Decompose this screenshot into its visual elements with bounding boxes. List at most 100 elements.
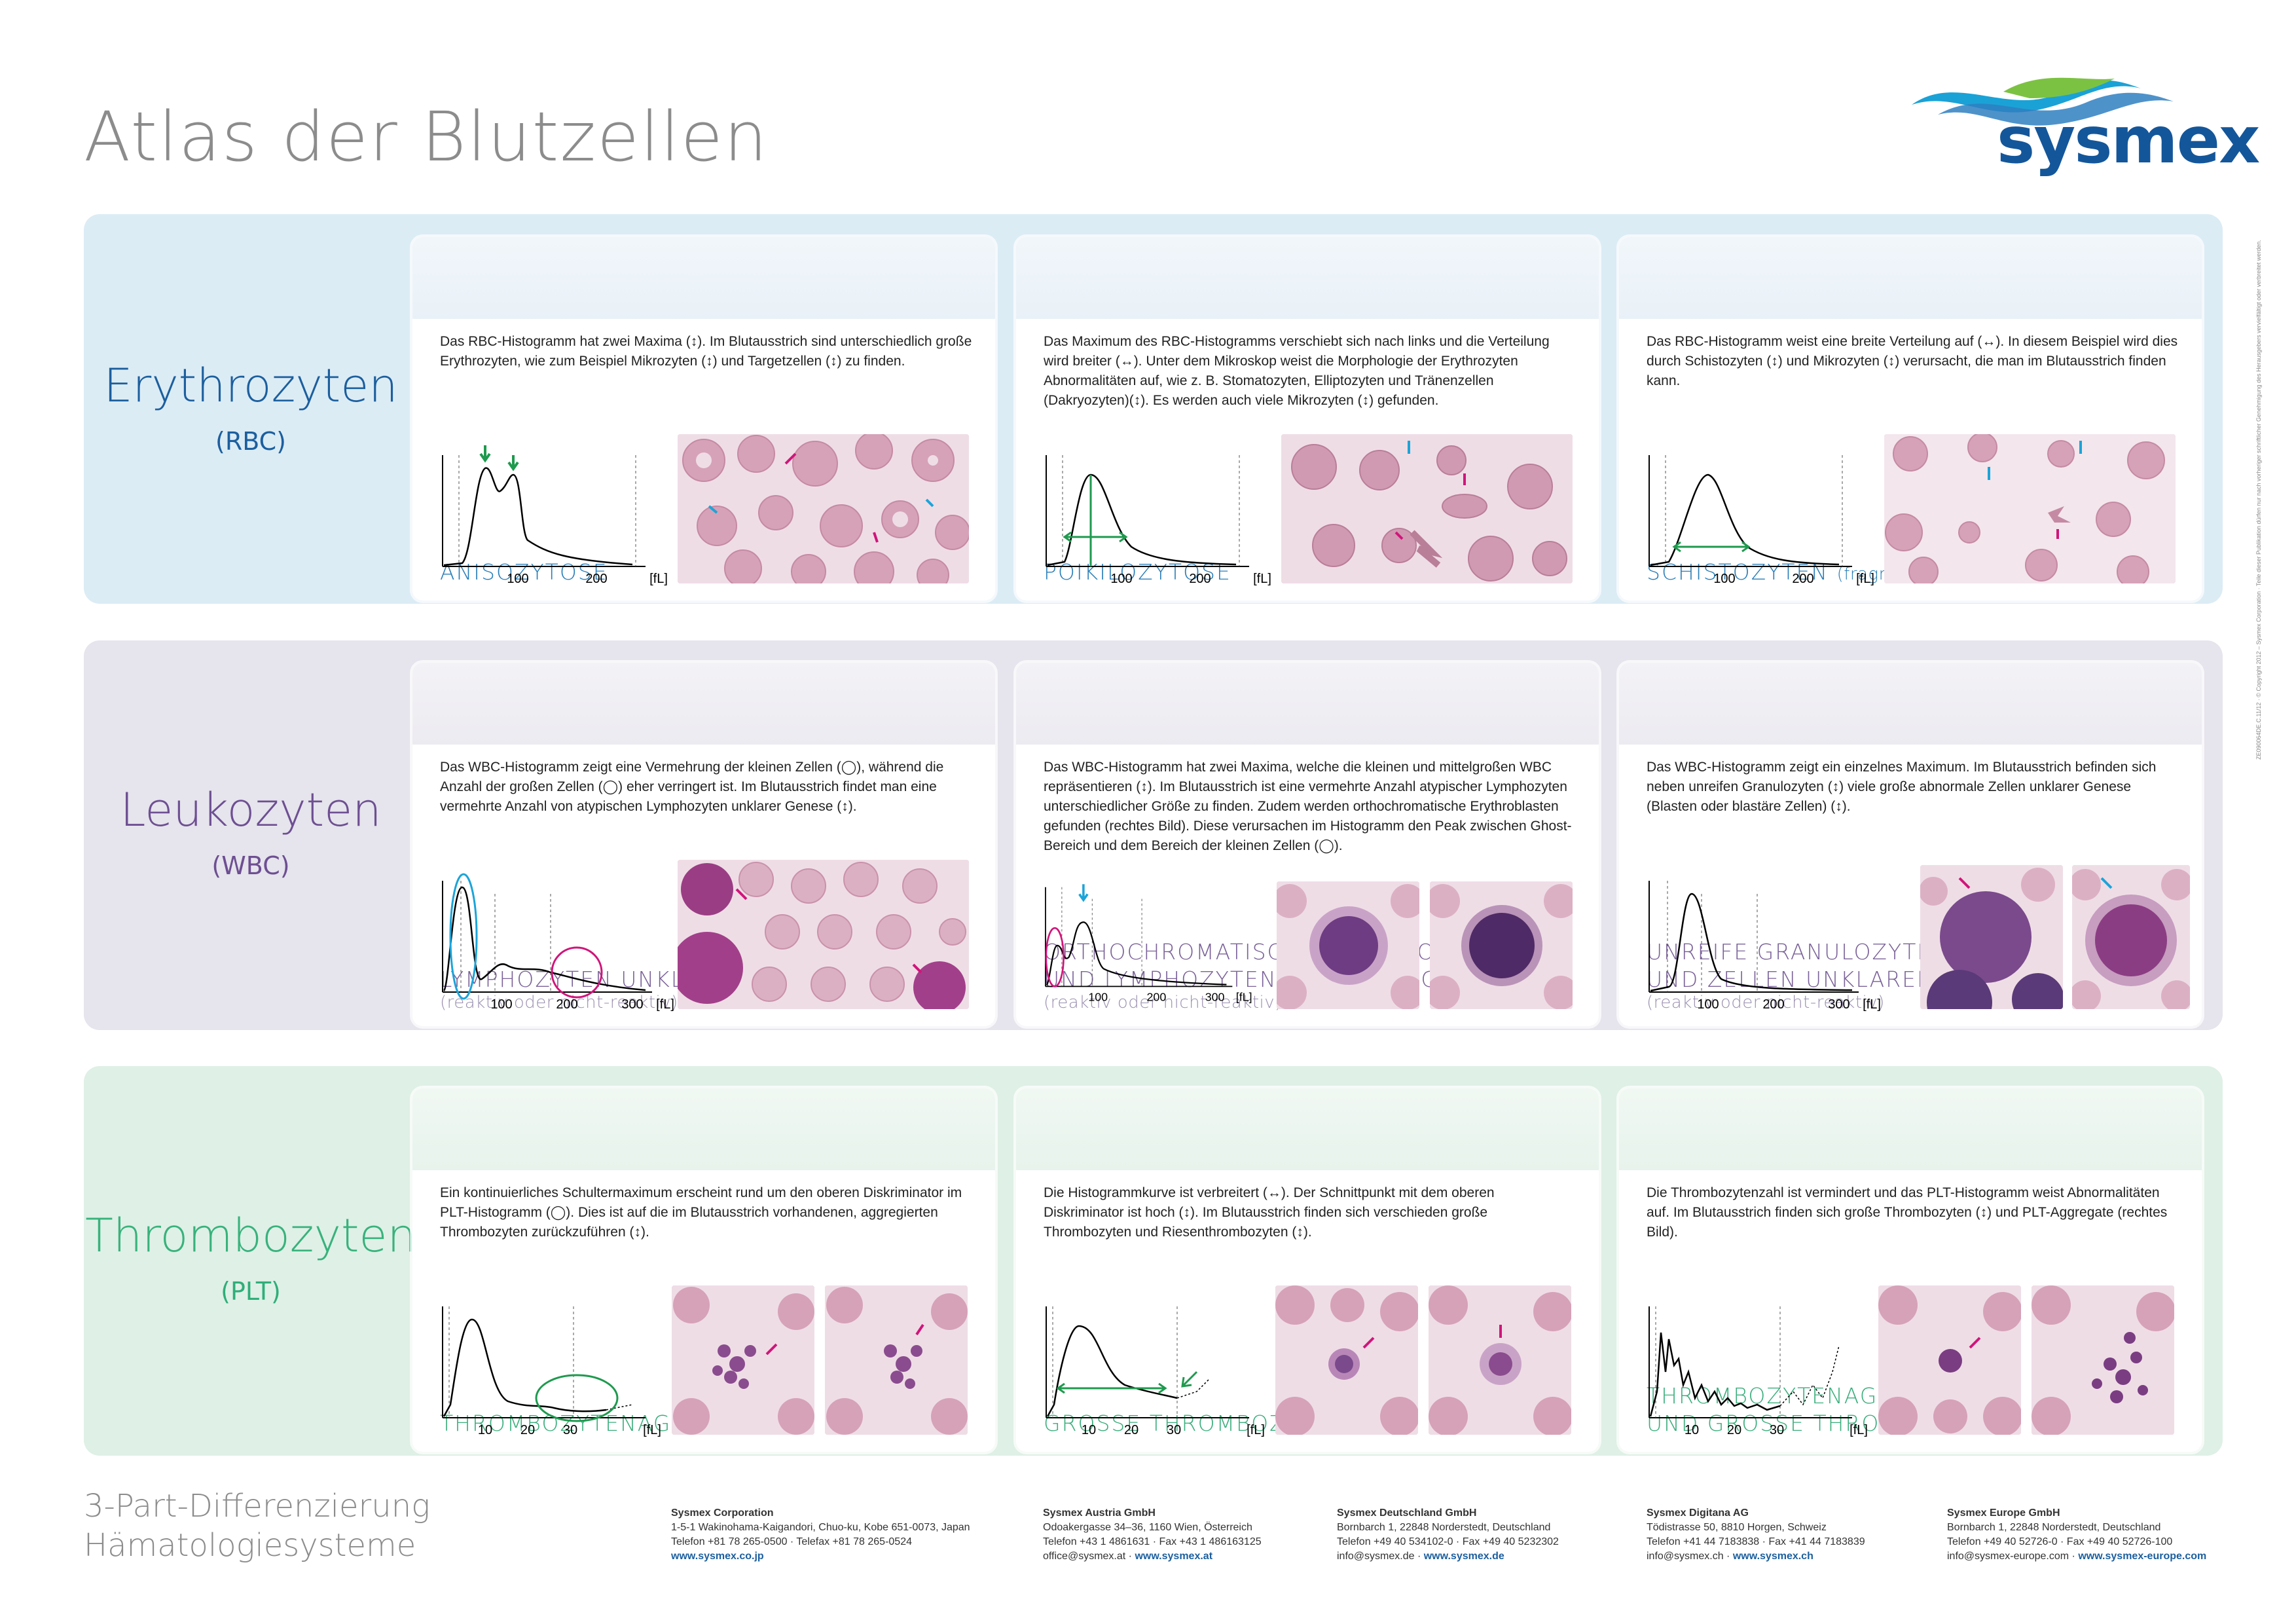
- card-subtitle: (reaktiv oder nicht-reaktiv): [440, 993, 678, 1012]
- website-link[interactable]: www.sysmex-europe.com: [2078, 1551, 2207, 1562]
- plt-histogram: 10 20 30 [fL]: [1643, 1293, 1885, 1437]
- card-subtitle: (reaktiv oder nicht-reaktiv): [1647, 993, 1885, 1012]
- tick-label: 20: [520, 1423, 535, 1437]
- category-plt: Thrombozyten (PLT): [84, 1209, 418, 1306]
- wbc-histogram: 100 200 300 [fL]: [436, 868, 678, 1012]
- footer-title-line: Hämatologiesysteme: [84, 1527, 416, 1564]
- tick-label: [fL]: [1236, 991, 1252, 1004]
- rbc-histogram: 100 200 [fL]: [1643, 442, 1885, 586]
- tick-label: [fL]: [1247, 1423, 1265, 1437]
- rbc-histogram: 100 200 [fL]: [1040, 442, 1282, 586]
- page-title: Atlas der Blutzellen: [84, 97, 769, 177]
- tick-label: 200: [1189, 572, 1211, 586]
- category-name: Thrombozyten: [85, 1209, 416, 1263]
- tick-label: [fL]: [643, 1423, 661, 1437]
- blood-smear-image-left: [1275, 1285, 1418, 1435]
- address-block: Sysmex Austria GmbH Odoakergasse 34–36, …: [1043, 1506, 1262, 1564]
- website-link[interactable]: www.sysmex.de: [1423, 1551, 1504, 1562]
- rbc-histogram: 100 200 [fL]: [436, 442, 678, 586]
- card-text: Das WBC-Histogramm zeigt ein einzelnes M…: [1647, 760, 2157, 814]
- card-thrombozytenaggregation: THROMBOZYTENAGGREGATION Ein kontinuierli…: [412, 1088, 995, 1452]
- card-grosse-thrombozyten: GROSSE THROMBOZYTEN Die Histogrammkurve …: [1016, 1088, 1599, 1452]
- card-title-line: UNREIFE GRANULOZYTEN: [1647, 939, 1950, 965]
- tick-label: 10: [1082, 1423, 1096, 1437]
- tick-label: 100: [1088, 991, 1108, 1004]
- tick-label: 200: [1792, 572, 1813, 586]
- blood-smear-image-right: [1430, 881, 1573, 1009]
- address-block: Sysmex Deutschland GmbH Bornbarch 1, 228…: [1337, 1506, 1559, 1564]
- card-text: Das WBC-Histogramm zeigt eine Vermehrung…: [440, 760, 944, 814]
- category-rbc: Erythrozyten (RBC): [84, 359, 418, 456]
- email-text: info@sysmex-europe.com ·: [1947, 1551, 2079, 1562]
- card-title: ANISOZYTOSE: [440, 559, 608, 585]
- card-lymphozyten: LYMPHOZYTEN UNKLARER GENESE (reaktiv oder…: [412, 663, 995, 1026]
- company-name: Sysmex Europe GmbH: [1947, 1507, 2060, 1519]
- category-wbc: Leukozyten (WBC): [84, 783, 418, 880]
- wbc-histogram: 100 200 300 [fL]: [1643, 868, 1885, 1012]
- plt-histogram: 10 20 30 [fL]: [1040, 1293, 1282, 1437]
- tick-label: 200: [556, 997, 577, 1012]
- blood-smear-image: [1281, 434, 1573, 583]
- website-link[interactable]: www.sysmex.co.jp: [671, 1551, 764, 1562]
- category-name: Leukozyten: [120, 783, 382, 837]
- address-line: Telefon +81 78 265-0500 · Telefax +81 78…: [671, 1536, 912, 1547]
- sysmex-logo: [1912, 77, 2174, 126]
- footer-title-line: 3-Part-Differenzierung: [84, 1488, 430, 1524]
- card-text: Ein kontinuierliches Schultermaximum ers…: [440, 1185, 962, 1240]
- address-line: Bornbarch 1, 22848 Norderstedt, Deutschl…: [1337, 1522, 1551, 1533]
- card-text: Das RBC-Histogramm weist eine breite Ver…: [1647, 334, 2178, 388]
- address-block: Sysmex Digitana AG Tödistrasse 50, 8810 …: [1647, 1506, 1865, 1564]
- tick-label: 30: [1770, 1423, 1784, 1437]
- card-text: Das RBC-Histogramm hat zwei Maxima (↕). …: [440, 334, 972, 369]
- email-text: office@sysmex.at ·: [1043, 1551, 1135, 1562]
- address-line: Telefon +41 44 7183838 · Fax +41 44 7183…: [1647, 1536, 1865, 1547]
- website-link[interactable]: www.sysmex.at: [1135, 1551, 1213, 1562]
- tick-label: 30: [563, 1423, 577, 1437]
- tick-label: 100: [490, 997, 512, 1012]
- tick-label: [fL]: [1863, 997, 1881, 1012]
- tick-label: 300: [1828, 997, 1850, 1012]
- blood-smear-image: [678, 860, 969, 1009]
- blood-smear-image: [678, 434, 969, 583]
- tick-label: 10: [1685, 1423, 1699, 1437]
- company-name: Sysmex Corporation: [671, 1507, 774, 1519]
- category-abbr: (RBC): [215, 427, 286, 456]
- card-unreife-granulozyten: UNREIFE GRANULOZYTEN UND ZELLEN UNKLARER …: [1619, 663, 2202, 1026]
- category-abbr: (WBC): [211, 851, 290, 880]
- address-line: Telefon +49 40 52726-0 · Fax +49 40 5272…: [1947, 1536, 2173, 1547]
- copyright-note: ZE090064DE.C.11/12 · © Copyright 2012 – …: [2255, 240, 2262, 760]
- tick-label: 100: [1713, 572, 1735, 586]
- blood-smear-image: [1884, 434, 2176, 583]
- category-name: Erythrozyten: [103, 359, 398, 413]
- tick-label: [fL]: [656, 997, 674, 1012]
- tick-label: 10: [478, 1423, 492, 1437]
- tick-label: [fL]: [1253, 572, 1271, 586]
- wbc-histogram: 100 200 300 [fL]: [1040, 868, 1256, 1012]
- blood-smear-image-right: [2072, 865, 2190, 1009]
- tick-label: 100: [507, 572, 528, 586]
- card-title-text: SCHISTOZYTEN: [1647, 559, 1829, 585]
- blood-smear-image-left: [1878, 1285, 2021, 1435]
- tick-label: 100: [1110, 572, 1132, 586]
- tick-label: 200: [585, 572, 607, 586]
- card-text: Das Maximum des RBC-Histogramms verschie…: [1044, 334, 1550, 408]
- company-name: Sysmex Deutschland GmbH: [1337, 1507, 1477, 1519]
- email-text: info@sysmex.ch ·: [1647, 1551, 1733, 1562]
- tick-label: 30: [1167, 1423, 1181, 1437]
- email-text: info@sysmex.de ·: [1337, 1551, 1424, 1562]
- website-link[interactable]: www.sysmex.ch: [1732, 1551, 1813, 1562]
- address-line: 1-5-1 Wakinohama-Kaigandori, Chuo-ku, Ko…: [671, 1522, 970, 1533]
- card-text: Die Thrombozytenzahl ist vermindert und …: [1647, 1185, 2168, 1240]
- plt-histogram: 10 20 30 [fL]: [436, 1293, 678, 1437]
- blood-smear-image-right: [825, 1285, 968, 1435]
- tick-label: 100: [1697, 997, 1719, 1012]
- card-orthochromatische: ORTHOCHROMATISCHE ERYTHROBLASTENUND LYMP…: [1016, 663, 1599, 1026]
- company-name: Sysmex Austria GmbH: [1043, 1507, 1156, 1519]
- address-line: Tödistrasse 50, 8810 Horgen, Schweiz: [1647, 1522, 1827, 1533]
- logo-wordmark: sysmex: [1997, 103, 2260, 178]
- address-line: Telefon +49 40 534102-0 · Fax +49 40 523…: [1337, 1536, 1559, 1547]
- blood-smear-image-right: [1429, 1285, 1571, 1435]
- tick-label: [fL]: [1850, 1423, 1868, 1437]
- address-line: Bornbarch 1, 22848 Norderstedt, Deutschl…: [1947, 1522, 2161, 1533]
- tick-label: 200: [1762, 997, 1784, 1012]
